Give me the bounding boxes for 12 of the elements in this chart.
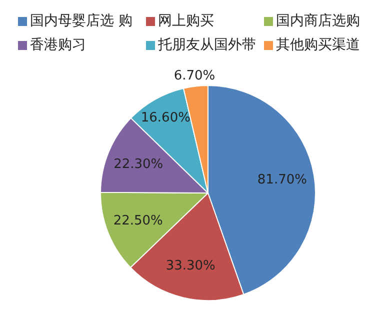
data-label: 22.30%	[114, 156, 164, 172]
legend-label: 网上购买	[158, 12, 214, 30]
legend-label: 其他购买渠道	[276, 36, 360, 54]
data-label: 33.30%	[166, 258, 216, 274]
legend-label: 国内商店选购	[276, 12, 360, 30]
data-label: 22.50%	[113, 213, 163, 228]
data-label: 6.70%	[174, 68, 216, 84]
legend-label: 国内母婴店选 购	[30, 12, 132, 30]
data-label: 81.70%	[257, 172, 307, 188]
legend-label: 托朋友从国外带	[158, 36, 256, 54]
legend-label: 香港购习	[30, 36, 86, 54]
data-label: 16.60%	[140, 110, 190, 126]
